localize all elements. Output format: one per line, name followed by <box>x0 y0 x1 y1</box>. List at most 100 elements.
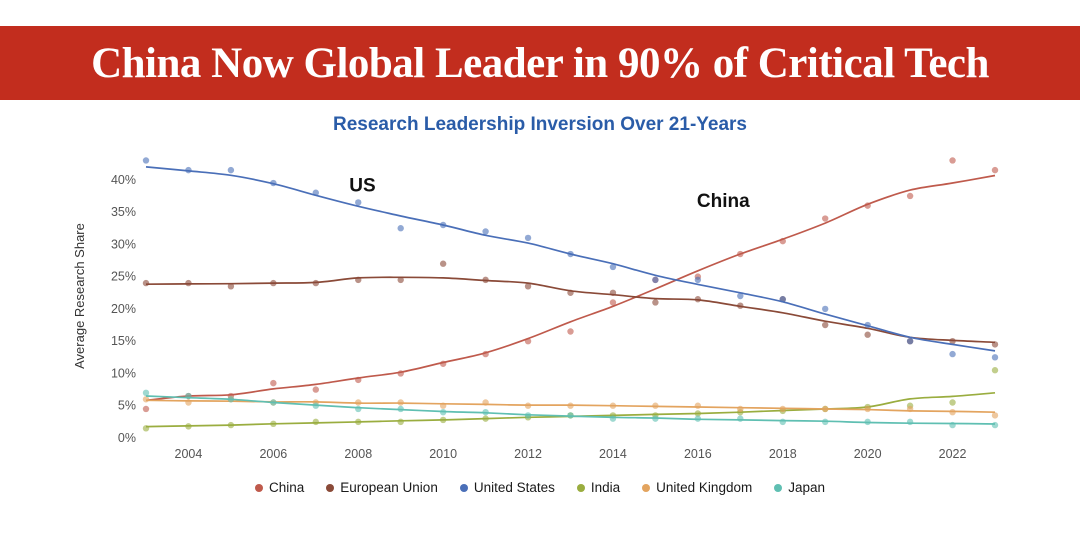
series-united-states-point <box>355 199 362 206</box>
legend-item-india: India <box>576 480 621 495</box>
y-tick-label: 20% <box>111 302 136 316</box>
series-united-kingdom-point <box>737 405 744 413</box>
series-european-union <box>142 260 999 348</box>
series-japan-point <box>227 396 235 403</box>
legend-item-european-union: European Union <box>326 480 438 495</box>
series-china-point <box>482 350 489 358</box>
series-china-point <box>949 157 956 164</box>
legend-item-japan: Japan <box>774 480 825 495</box>
legend-dot-india <box>576 483 585 492</box>
banner: China Now Global Leader in 90% of Critic… <box>0 26 1080 100</box>
series-united-states-point <box>397 225 404 232</box>
series-japan-point <box>439 408 447 416</box>
series-india-point <box>312 418 319 426</box>
annotation-china: China <box>697 191 750 212</box>
series-united-states-point <box>864 321 871 329</box>
series-united-kingdom-point <box>991 412 999 419</box>
series-china-point <box>609 299 617 306</box>
series-united-kingdom-point <box>567 402 574 409</box>
series-european-union-point <box>439 260 447 267</box>
series-european-union-point <box>609 289 617 296</box>
legend-dot-united-kingdom <box>642 483 651 492</box>
series-united-states-point <box>991 354 999 361</box>
y-tick-label: 25% <box>111 270 136 284</box>
series-european-union-point <box>652 299 659 306</box>
series-european-union-point <box>991 341 999 348</box>
series-china-point <box>906 192 914 200</box>
series-united-states-point <box>312 189 319 196</box>
series-united-states-point <box>482 228 489 235</box>
x-tick-label: 2006 <box>259 447 287 461</box>
series-japan-point <box>567 412 574 419</box>
series-united-kingdom-point <box>482 399 489 406</box>
chart-section: Research Leadership Inversion Over 21-Ye… <box>0 114 1080 495</box>
x-tick-label: 2012 <box>514 447 542 461</box>
legend-dot-japan <box>774 483 783 492</box>
series-china-point <box>864 202 871 209</box>
series-india-point <box>694 410 702 417</box>
series-india-point <box>270 420 277 427</box>
series-united-kingdom-point <box>652 402 659 409</box>
series-united-states-point <box>142 157 150 164</box>
series-european-union-point <box>949 337 956 345</box>
series-european-union-point <box>737 302 744 309</box>
series-china-point <box>439 360 447 367</box>
series-china-point <box>524 337 532 345</box>
x-tick-label: 2020 <box>854 447 882 461</box>
series-japan <box>142 389 999 429</box>
annotation-us: US <box>349 175 375 196</box>
series-india-point <box>227 421 235 429</box>
x-tick-label: 2004 <box>175 447 203 461</box>
legend-label: India <box>590 480 621 495</box>
series-china-point <box>567 328 574 335</box>
series-european-union-point <box>864 331 871 338</box>
series-japan-point <box>609 415 617 422</box>
series-india-point <box>439 416 447 424</box>
series-united-kingdom-point <box>185 399 192 406</box>
series-united-states-point <box>694 276 702 284</box>
series-european-union-point <box>694 296 702 303</box>
series-united-kingdom-point <box>822 405 829 413</box>
series-india-point <box>185 423 192 430</box>
series-india-point <box>355 418 362 426</box>
series-japan-point <box>737 415 744 422</box>
series-united-kingdom-point <box>779 405 786 413</box>
x-tick-label: 2008 <box>344 447 372 461</box>
series-japan-point <box>864 418 871 426</box>
series-united-kingdom-point <box>694 402 702 409</box>
series-united-kingdom-point <box>906 405 914 413</box>
series-european-union-point <box>397 276 404 284</box>
series-european-union-point <box>822 321 829 329</box>
series-india-point <box>482 415 489 422</box>
series-china-point <box>779 237 786 245</box>
legend-label: China <box>268 480 305 495</box>
series-china <box>142 157 999 413</box>
series-china-point <box>270 379 277 387</box>
y-axis-label: Average Research Share <box>72 223 87 369</box>
y-tick-label: 35% <box>111 205 136 219</box>
series-china-line <box>145 174 996 402</box>
series-japan-point <box>949 421 956 429</box>
series-european-union-point <box>142 279 150 287</box>
series-united-kingdom-point <box>609 402 617 409</box>
y-tick-label: 15% <box>111 334 136 348</box>
series-united-states <box>142 157 999 361</box>
series-united-kingdom-point <box>142 396 150 403</box>
legend-item-china: China <box>254 480 305 495</box>
series-japan-point <box>524 412 532 419</box>
series-china-point <box>737 250 744 258</box>
series-united-states-point <box>652 276 659 284</box>
series-china-point <box>822 215 829 222</box>
series-india-point <box>991 367 999 374</box>
y-tick-label: 0% <box>118 431 136 445</box>
series-european-union-point <box>185 279 192 287</box>
series-india-point <box>949 399 956 406</box>
series-japan-point <box>270 399 277 406</box>
series-china-point <box>312 386 319 393</box>
series-india-point <box>397 418 404 426</box>
series-china-point <box>355 376 362 384</box>
series-japan-point <box>906 418 914 426</box>
series-united-states-point <box>906 337 914 345</box>
series-china-point <box>397 370 404 377</box>
x-tick-label: 2022 <box>939 447 967 461</box>
